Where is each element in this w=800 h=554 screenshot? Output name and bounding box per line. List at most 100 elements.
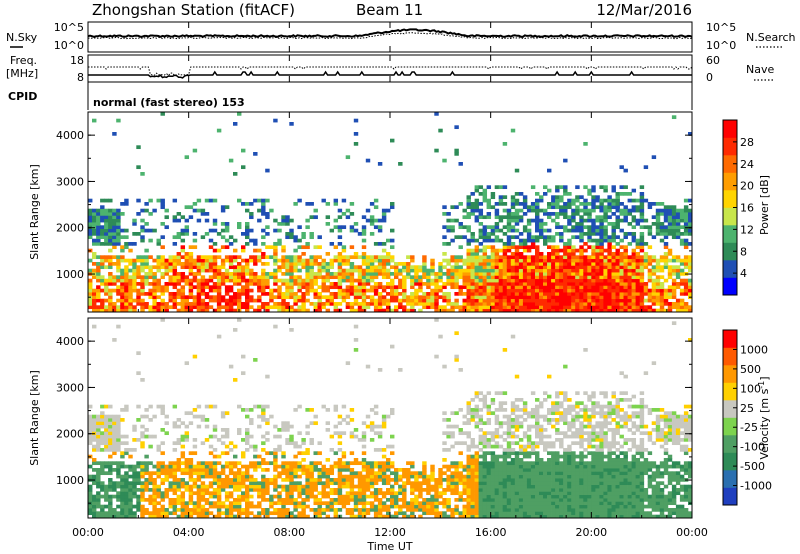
power-cell <box>104 238 109 243</box>
velocity-cell <box>120 474 125 479</box>
power-cell <box>667 305 673 310</box>
power-cell <box>100 235 105 240</box>
power-cell <box>575 258 580 263</box>
velocity-cell <box>144 488 149 492</box>
power-cell <box>309 272 314 276</box>
power-cell <box>180 238 186 243</box>
power-cell <box>615 298 620 303</box>
y-tick-label: 1000 <box>56 268 84 281</box>
power-cell <box>208 288 214 293</box>
velocity-cell <box>305 424 310 429</box>
power-cell <box>333 282 339 286</box>
velocity-cell <box>458 498 463 502</box>
power-cell <box>607 268 612 273</box>
power-cell <box>281 292 286 296</box>
power-cell <box>317 285 322 290</box>
power-cell <box>579 288 584 293</box>
power-cell <box>212 248 218 253</box>
velocity-cell <box>281 464 286 469</box>
power-cell <box>249 275 254 280</box>
power-cell <box>418 302 423 306</box>
power-cell <box>667 205 673 210</box>
power-cell <box>196 292 202 296</box>
power-cell <box>526 255 532 260</box>
power-cell <box>514 222 520 226</box>
power-cell <box>623 295 628 300</box>
power-cell <box>575 292 580 296</box>
velocity-cell <box>349 514 355 519</box>
power-cell <box>140 255 145 260</box>
velocity-cell <box>96 468 101 472</box>
power-cell <box>567 265 572 270</box>
velocity-cell <box>228 448 234 452</box>
power-cell <box>446 272 451 276</box>
power-cell <box>563 202 568 206</box>
power-cell <box>156 265 161 270</box>
power-cell <box>623 278 628 283</box>
power-cell <box>200 292 206 296</box>
power-cell <box>152 308 157 313</box>
power-cell <box>490 295 496 300</box>
power-cell <box>454 205 459 210</box>
velocity-cell <box>116 468 121 472</box>
velocity-cell <box>233 378 238 382</box>
power-cell <box>220 222 226 226</box>
power-cell <box>349 308 355 313</box>
velocity-cell <box>478 391 484 396</box>
power-cell <box>438 285 443 290</box>
velocity-cell <box>418 484 423 489</box>
power-cell <box>450 255 455 260</box>
power-cell <box>688 218 693 223</box>
power-cell <box>317 305 322 310</box>
power-cell <box>386 285 391 290</box>
velocity-cell <box>386 491 391 496</box>
power-cell <box>333 285 339 290</box>
power-cell <box>539 232 544 236</box>
velocity-cell <box>233 508 238 512</box>
power-cell <box>442 305 447 310</box>
power-cell <box>224 278 230 283</box>
velocity-cell <box>450 434 455 439</box>
power-cell <box>502 262 508 266</box>
power-cell <box>381 262 387 266</box>
velocity-cell <box>96 501 101 506</box>
velocity-cell <box>140 424 145 429</box>
velocity-cell <box>321 511 326 516</box>
velocity-cell <box>325 428 331 432</box>
velocity-cell <box>289 474 294 479</box>
power-cell <box>583 282 588 286</box>
power-cell <box>627 285 633 290</box>
velocity-cell <box>192 478 198 482</box>
velocity-cell <box>277 484 282 489</box>
power-cell <box>305 278 310 283</box>
velocity-cell <box>164 431 169 436</box>
velocity-cell <box>377 511 383 516</box>
power-cell <box>228 255 234 260</box>
power-cell <box>490 238 496 243</box>
velocity-cell <box>434 491 439 496</box>
power-cell <box>313 245 318 250</box>
power-cell <box>510 262 516 266</box>
velocity-cell <box>108 461 113 466</box>
velocity-cell <box>92 508 97 512</box>
power-cell <box>454 152 459 156</box>
power-cell <box>631 208 637 213</box>
velocity-cell <box>188 421 194 426</box>
velocity-cell <box>313 484 318 489</box>
velocity-cell <box>313 468 318 472</box>
power-cell <box>627 292 633 296</box>
power-cell <box>289 305 294 310</box>
velocity-cell <box>309 471 314 476</box>
power-cell <box>289 275 294 280</box>
power-cell <box>675 272 681 276</box>
velocity-cell <box>482 401 488 406</box>
velocity-cell <box>132 468 137 472</box>
power-cell <box>575 278 580 283</box>
power-cell <box>611 232 616 236</box>
velocity-cell <box>216 514 222 519</box>
power-cell <box>273 255 278 260</box>
power-cell <box>345 208 351 213</box>
velocity-cell <box>224 461 230 466</box>
power-cell <box>591 222 596 226</box>
power-cell <box>639 235 645 240</box>
